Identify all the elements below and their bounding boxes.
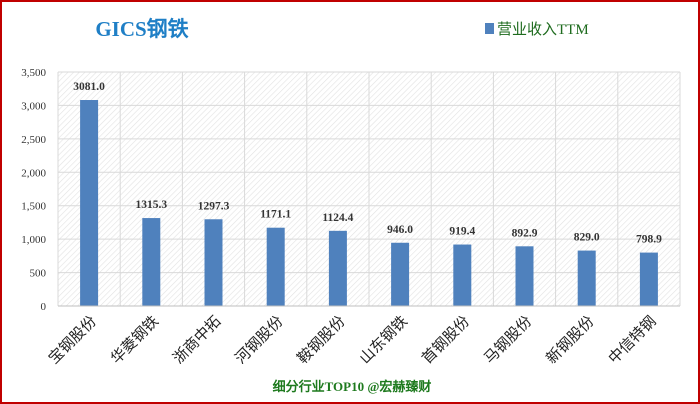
footer-caption: 细分行业TOP10 @宏赫臻财 bbox=[273, 379, 432, 394]
bar bbox=[639, 252, 658, 306]
x-tick-label: 马钢股份 bbox=[481, 313, 535, 367]
x-tick-label: 新钢股份 bbox=[543, 313, 597, 367]
x-tick-label: 浙商中拓 bbox=[170, 313, 224, 367]
x-tick-label: 鞍钢股份 bbox=[294, 313, 348, 367]
x-tick-label: 中信特钢 bbox=[605, 313, 659, 367]
data-label: 829.0 bbox=[574, 232, 600, 244]
bar bbox=[204, 219, 223, 306]
y-tick-label: 2,000 bbox=[21, 167, 46, 179]
x-tick-label: 华菱钢铁 bbox=[108, 313, 162, 367]
data-label: 946.0 bbox=[387, 224, 413, 236]
bar bbox=[391, 242, 410, 306]
bar bbox=[266, 227, 285, 306]
bar bbox=[515, 246, 534, 306]
y-tick-label: 3,000 bbox=[21, 100, 46, 112]
x-tick-label: 首钢股份 bbox=[419, 313, 473, 367]
legend-label[interactable]: 营业收入TTM bbox=[497, 21, 589, 38]
y-tick-label: 1,000 bbox=[21, 234, 46, 246]
x-tick-label: 河钢股份 bbox=[232, 313, 286, 367]
data-label: 892.9 bbox=[512, 227, 538, 239]
data-label: 3081.0 bbox=[73, 81, 105, 93]
y-tick-label: 500 bbox=[30, 268, 47, 280]
y-tick-label: 3,500 bbox=[21, 67, 46, 79]
data-label: 798.9 bbox=[636, 234, 662, 246]
legend-swatch bbox=[485, 23, 494, 34]
data-label: 1124.4 bbox=[322, 212, 353, 224]
chart-title: GICS钢铁 bbox=[95, 17, 188, 41]
bar bbox=[453, 244, 472, 306]
data-label: 1297.3 bbox=[198, 200, 230, 212]
y-tick-label: 2,500 bbox=[21, 134, 46, 146]
data-label: 919.4 bbox=[449, 226, 475, 238]
y-tick-label: 0 bbox=[41, 301, 47, 313]
bar bbox=[577, 250, 596, 306]
data-label: 1315.3 bbox=[135, 199, 167, 211]
x-tick-label: 山东钢铁 bbox=[356, 313, 410, 367]
bar bbox=[328, 230, 347, 306]
data-label: 1171.1 bbox=[260, 209, 291, 221]
x-tick-label: 宝钢股份 bbox=[45, 313, 99, 367]
bar bbox=[142, 218, 161, 306]
bar bbox=[80, 100, 99, 306]
y-tick-label: 1,500 bbox=[21, 201, 46, 213]
